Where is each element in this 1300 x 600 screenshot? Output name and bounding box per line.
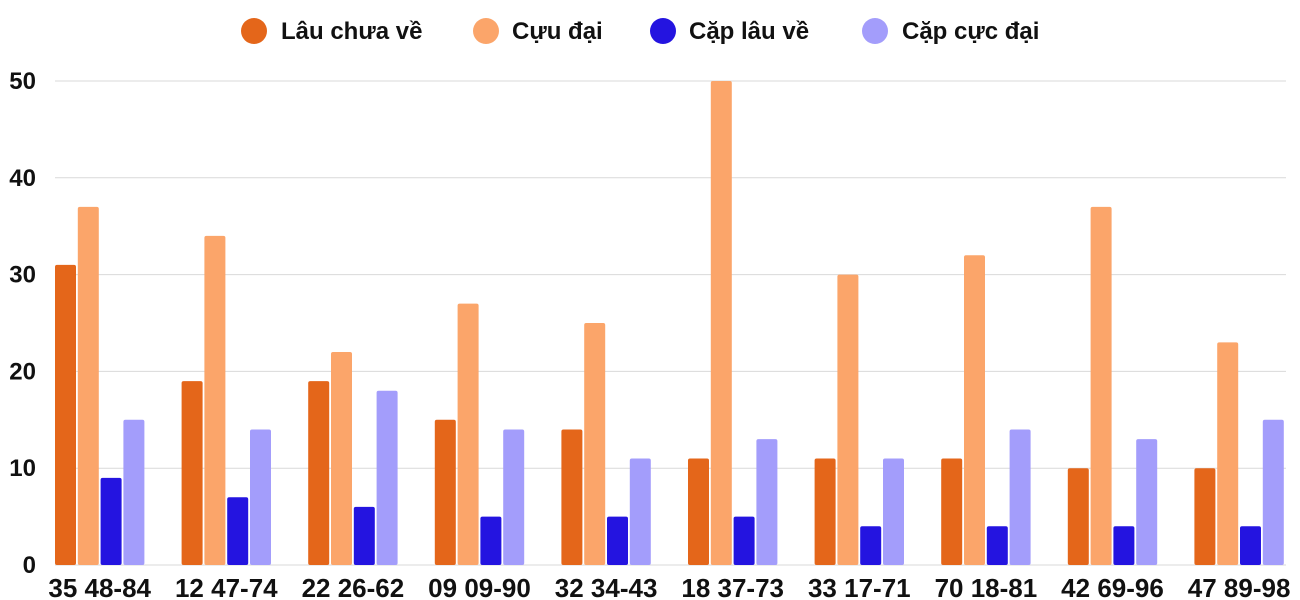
legend-label: Cặp cực đại xyxy=(902,18,1039,45)
bar xyxy=(1217,342,1239,565)
x-tick-label: 42 69-96 xyxy=(1061,573,1164,600)
bar xyxy=(1113,526,1135,565)
bar xyxy=(434,419,456,565)
bar xyxy=(376,390,398,565)
bar xyxy=(756,439,778,565)
bar xyxy=(250,429,271,565)
bar xyxy=(308,381,330,565)
x-tick-label: 18 37-73 xyxy=(681,573,784,600)
y-tick-label: 10 xyxy=(9,455,36,482)
bar xyxy=(1136,439,1158,565)
bar xyxy=(227,497,249,565)
y-axis-ticks: 0 10 20 30 40 50 xyxy=(9,68,36,579)
bar xyxy=(1009,429,1031,565)
bar xyxy=(561,429,583,565)
x-tick-label: 35 48-84 xyxy=(48,573,151,600)
bar xyxy=(733,516,755,565)
legend-marker xyxy=(862,18,888,44)
x-tick-label: 09 09-90 xyxy=(428,573,531,600)
legend: Lâu chưa về Cựu đại Cặp lâu về Cặp cực đại xyxy=(241,18,1039,45)
bar xyxy=(860,526,882,565)
x-tick-label: 22 26-62 xyxy=(302,573,405,600)
bar xyxy=(814,458,836,565)
bar xyxy=(457,303,479,565)
bar xyxy=(100,477,122,565)
bar xyxy=(629,458,651,565)
bar xyxy=(353,506,375,565)
bar xyxy=(204,235,226,565)
bar xyxy=(503,429,525,565)
y-tick-label: 20 xyxy=(9,358,36,385)
bar xyxy=(1194,468,1216,565)
bar xyxy=(986,526,1008,565)
bar xyxy=(941,458,963,565)
bar xyxy=(607,516,628,565)
bar xyxy=(77,206,99,565)
x-tick-label: 70 18-81 xyxy=(935,573,1038,600)
legend-marker xyxy=(650,18,676,44)
x-tick-label: 12 47-74 xyxy=(175,573,278,600)
bar xyxy=(837,274,859,565)
bar xyxy=(710,81,732,565)
bar xyxy=(883,458,904,565)
bar xyxy=(331,352,352,565)
bar xyxy=(55,264,76,565)
x-tick-label: 32 34-43 xyxy=(555,573,658,600)
x-tick-label: 47 89-98 xyxy=(1188,573,1291,600)
bar xyxy=(181,381,203,565)
bar xyxy=(688,458,709,565)
y-tick-label: 0 xyxy=(23,552,36,579)
x-axis-ticks: 35 48-84 12 47-74 22 26-62 09 09-90 32 34-43… xyxy=(48,573,1290,600)
legend-label: Cựu đại xyxy=(512,18,603,45)
bars xyxy=(55,81,1284,566)
legend-marker xyxy=(241,18,267,44)
legend-label: Lâu chưa về xyxy=(281,18,422,45)
bar xyxy=(1067,468,1089,565)
bar xyxy=(1262,419,1284,565)
y-tick-label: 40 xyxy=(9,165,36,192)
bar xyxy=(480,516,502,565)
x-tick-label: 33 17-71 xyxy=(808,573,911,600)
bar xyxy=(1090,206,1112,565)
legend-label: Cặp lâu về xyxy=(689,18,809,45)
y-tick-label: 30 xyxy=(9,262,36,289)
bar xyxy=(584,323,606,565)
bar xyxy=(1240,526,1261,565)
bar xyxy=(123,419,145,565)
legend-marker xyxy=(473,18,499,44)
bar xyxy=(964,255,985,566)
y-tick-label: 50 xyxy=(9,68,36,95)
